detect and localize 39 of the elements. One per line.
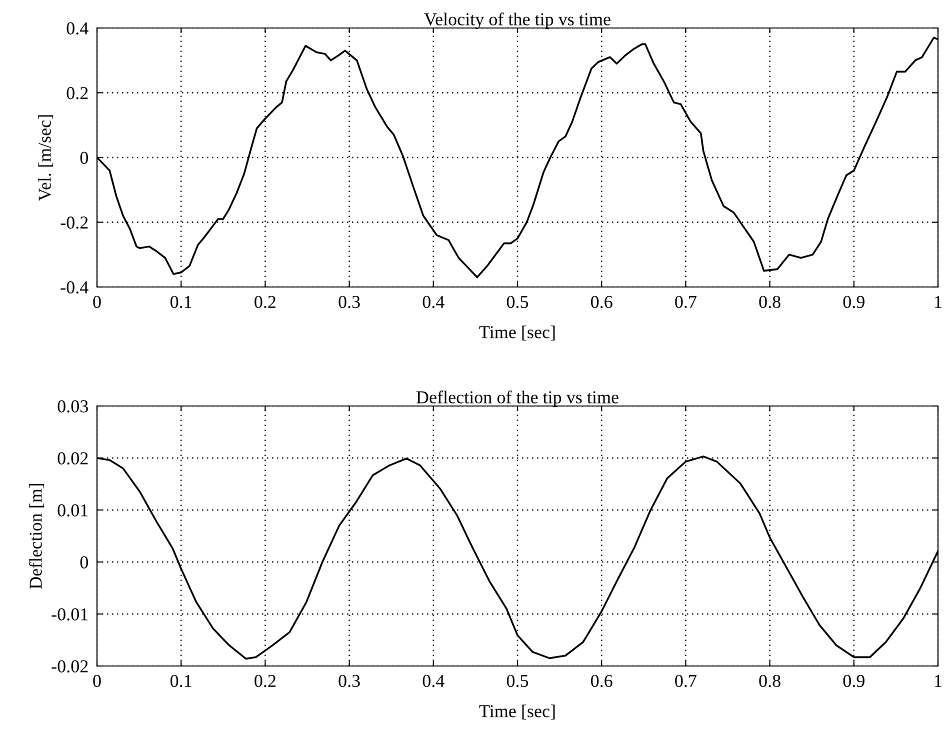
chart-title: Velocity of the tip vs time [424,12,610,30]
y-axis-title: Deflection [m] [28,484,44,589]
x-tick-label: 0.3 [338,674,360,688]
x-tick-label: 0.2 [254,296,276,308]
y-tick-label: 0.02 [58,452,88,465]
x-tick-label: 0.1 [170,674,192,688]
x-tick-label: 0.5 [506,674,528,688]
x-tick-label: 0.4 [422,296,444,308]
x-tick-label: 0.6 [591,674,612,688]
x-tick-label: 0.9 [843,296,864,308]
x-axis-title: Time [sec] [479,704,555,720]
y-tick-label: -0.02 [52,660,88,673]
y-axis-title: Vel. [m/sec] [38,115,54,201]
y-tick-label: 0.01 [58,504,88,517]
y-tick-label: 0.2 [66,87,88,100]
x-axis-title: Time [sec] [479,326,555,341]
x-tick-label: 0.1 [170,296,192,308]
x-tick-label: 0 [93,674,101,688]
x-tick-label: 0 [93,296,101,308]
y-tick-label: -0.2 [60,216,88,229]
x-tick-label: 0.6 [591,296,612,308]
x-tick-label: 0.9 [843,674,864,688]
x-tick-label: 0.8 [759,674,780,688]
x-tick-label: 0.2 [254,674,276,688]
y-tick-label: 0 [80,152,88,164]
y-tick-label: -0.4 [60,281,88,294]
y-tick-label: 0 [80,556,88,568]
y-tick-label: 0.03 [58,400,88,413]
x-tick-label: 1 [935,674,942,687]
x-tick-label: 1 [935,296,942,308]
x-tick-label: 0.4 [422,674,444,688]
chart-title: Deflection of the tip vs time [416,390,618,408]
x-tick-label: 0.5 [506,296,528,308]
x-tick-label: 0.3 [338,296,360,308]
x-tick-label: 0.7 [675,674,696,688]
y-tick-label: -0.01 [52,608,88,621]
x-tick-label: 0.8 [759,296,780,308]
x-tick-label: 0.7 [675,296,696,308]
y-tick-label: 0.4 [66,22,88,35]
